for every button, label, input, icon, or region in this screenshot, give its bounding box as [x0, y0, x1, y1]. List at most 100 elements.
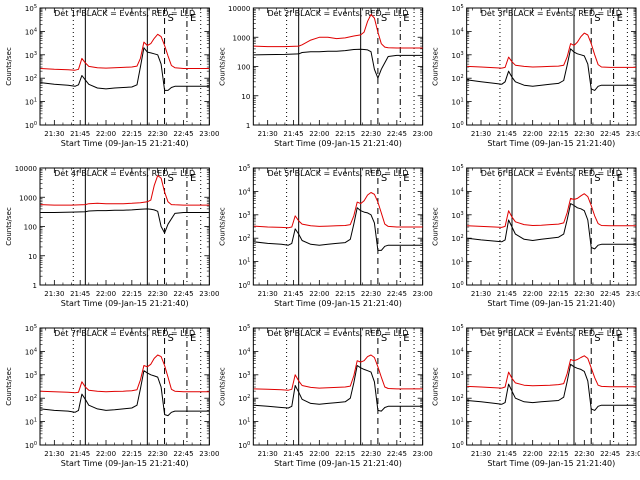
x-tick-label: 21:45 [497, 290, 517, 298]
series-events [253, 365, 423, 412]
end-marker-letter: E [190, 13, 196, 24]
y-tick-label: 100 [25, 441, 37, 450]
x-tick-label: 23:00 [413, 450, 433, 458]
y-tick-label: 101 [238, 418, 250, 427]
y-tick-label: 105 [452, 4, 464, 13]
panel-title: Det 2f BLACK = Events, RED = LLD [267, 9, 408, 18]
x-tick-label: 21:45 [70, 450, 90, 458]
x-tick-label: 23:00 [626, 130, 640, 138]
plot-frame [39, 167, 210, 286]
series-events [467, 363, 636, 411]
y-axis-label: Counts/sec [218, 367, 226, 406]
y-tick-label: 102 [452, 74, 464, 83]
x-tick-label: 23:00 [199, 450, 219, 458]
y-tick-label: 103 [452, 51, 464, 60]
x-axis-label: Start Time (09-Jan-15 21:21:40) [61, 299, 189, 308]
x-tick-label: 21:30 [471, 130, 491, 138]
end-marker-letter: E [403, 173, 409, 184]
series-events [40, 47, 210, 91]
panel-det5f: Det 5f BLACK = Events, RED = LLD 100 101 10… [218, 164, 432, 308]
x-axis-label: Start Time (09-Jan-15 21:21:40) [487, 459, 615, 468]
series-lld [40, 354, 210, 394]
x-tick-label: 22:15 [335, 290, 355, 298]
series-lld [253, 14, 423, 49]
y-tick-label: 102 [238, 234, 250, 243]
start-marker-letter: S [594, 333, 600, 344]
panel-title: Det 7f BLACK = Events, RED = LLD [54, 329, 195, 338]
x-tick-label: 23:00 [626, 290, 640, 298]
y-tick-label: 104 [238, 187, 250, 196]
x-tick-label: 21:30 [44, 290, 64, 298]
y-tick-label: 105 [25, 324, 37, 333]
x-tick-label: 21:30 [44, 450, 64, 458]
start-marker-letter: S [381, 13, 387, 24]
x-tick-label: 22:45 [387, 290, 407, 298]
x-tick-label: 21:45 [283, 130, 303, 138]
panel-title: Det 5f BLACK = Events, RED = LLD [267, 169, 408, 178]
x-tick-label: 23:00 [413, 290, 433, 298]
x-tick-label: 21:30 [44, 130, 64, 138]
y-axis-label: Counts/sec [218, 207, 226, 246]
x-tick-label: 22:45 [173, 130, 193, 138]
y-tick-label: 102 [452, 394, 464, 403]
y-tick-label: 1000 [233, 34, 251, 42]
y-tick-label: 104 [452, 347, 464, 356]
end-marker-letter: E [403, 333, 409, 344]
series-events [467, 203, 636, 250]
y-tick-label: 103 [25, 51, 37, 60]
x-axis-label: Start Time (09-Jan-15 21:21:40) [61, 459, 189, 468]
panel-det9f: Det 9f BLACK = Events, RED = LLD 100 101 10… [432, 324, 640, 468]
series-events [40, 370, 210, 417]
x-tick-label: 21:45 [283, 450, 303, 458]
y-tick-label: 100 [452, 441, 464, 450]
x-tick-label: 22:00 [523, 450, 543, 458]
y-tick-label: 100 [237, 64, 250, 72]
x-tick-label: 23:00 [199, 290, 219, 298]
x-tick-label: 22:30 [361, 450, 381, 458]
y-tick-label: 10000 [15, 165, 37, 173]
y-tick-label: 101 [452, 418, 464, 427]
x-tick-label: 23:00 [413, 130, 433, 138]
start-marker-letter: S [168, 173, 174, 184]
plot-frame [466, 167, 637, 286]
y-tick-label: 102 [452, 234, 464, 243]
x-tick-label: 21:30 [471, 450, 491, 458]
x-tick-label: 21:45 [497, 130, 517, 138]
y-tick-label: 101 [452, 98, 464, 107]
y-axis-label: Counts/sec [218, 47, 226, 86]
x-tick-label: 22:15 [122, 130, 142, 138]
panel-title: Det 9f BLACK = Events, RED = LLD [481, 329, 622, 338]
y-tick-label: 105 [238, 324, 250, 333]
y-tick-label: 1 [33, 282, 37, 290]
start-marker-letter: S [594, 173, 600, 184]
panel-title: Det 3f BLACK = Events, RED = LLD [481, 9, 622, 18]
y-tick-label: 105 [452, 164, 464, 173]
x-axis-label: Start Time (09-Jan-15 21:21:40) [274, 459, 402, 468]
x-tick-label: 22:45 [387, 450, 407, 458]
y-tick-label: 100 [238, 441, 250, 450]
panel-det4f: Det 4f BLACK = Events, RED = LLD 1 10 100 10… [5, 165, 219, 308]
y-tick-label: 102 [25, 74, 37, 83]
x-tick-label: 22:00 [523, 290, 543, 298]
x-tick-label: 22:00 [309, 450, 329, 458]
x-tick-label: 22:45 [387, 130, 407, 138]
x-tick-label: 21:30 [471, 290, 491, 298]
panel-title: Det 8f BLACK = Events, RED = LLD [267, 329, 408, 338]
start-marker-letter: S [168, 13, 174, 24]
x-tick-label: 22:30 [361, 290, 381, 298]
y-tick-label: 100 [24, 224, 37, 232]
x-tick-label: 21:45 [70, 130, 90, 138]
plot-frame [39, 7, 210, 126]
y-axis-label: Counts/sec [432, 367, 440, 406]
series-lld [467, 355, 636, 389]
plot-frame [39, 327, 210, 446]
x-tick-label: 21:45 [497, 450, 517, 458]
series-lld [40, 175, 210, 206]
x-tick-label: 22:30 [574, 290, 594, 298]
start-marker-letter: S [168, 333, 174, 344]
y-tick-label: 103 [25, 371, 37, 380]
x-tick-label: 22:00 [309, 290, 329, 298]
x-tick-label: 22:45 [173, 290, 193, 298]
x-tick-label: 23:00 [199, 130, 219, 138]
y-axis-label: Counts/sec [5, 367, 13, 406]
